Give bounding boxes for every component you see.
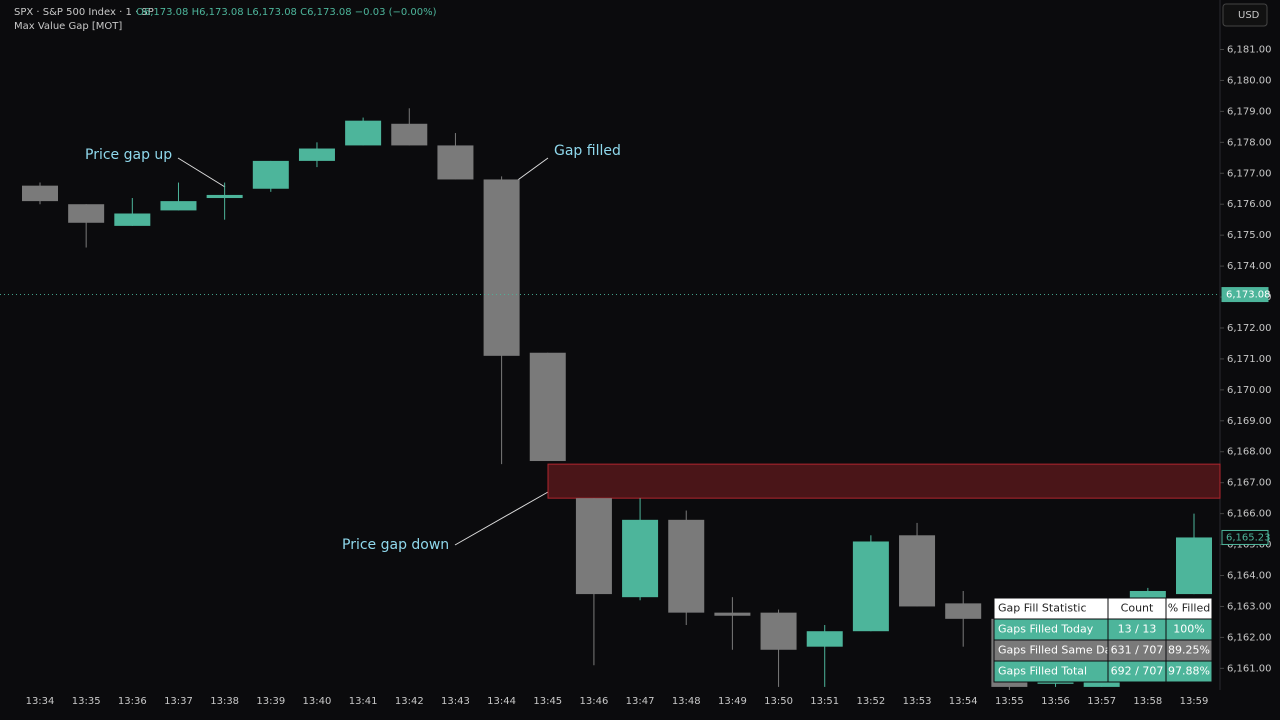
y-tick-label: 6,177.00 [1227,168,1272,179]
x-tick-label: 13:35 [72,696,101,707]
y-tick-label: 6,166.00 [1227,509,1272,520]
x-tick-label: 13:43 [441,696,470,707]
y-tick-label: 6,170.00 [1227,385,1272,396]
candle-body [806,631,843,647]
annotation-arrow [514,157,549,183]
price-label-bg [1221,287,1269,303]
table-text: 631 / 707 [1111,644,1164,657]
candle-body [899,535,936,607]
candle-body [22,185,58,202]
y-tick-label: 6,165.00 [1227,540,1272,551]
price-label: 6,173.08 [1226,290,1271,301]
annotation: Gap filled [554,143,621,159]
annotation-arrow [177,157,226,188]
x-tick-label: 13:40 [303,696,332,707]
y-tick-label: 6,172.00 [1227,323,1272,334]
x-tick-label: 13:42 [395,696,424,707]
x-tick-label: 13:45 [533,696,562,707]
x-tick-label: 13:49 [718,696,747,707]
x-tick-label: 13:41 [349,696,378,707]
x-tick-label: 13:34 [26,696,55,707]
y-tick-label: 6,164.00 [1227,571,1272,582]
table-text: Count [1121,602,1154,615]
candle-body [206,194,243,199]
table-text: 13 / 13 [1118,623,1157,636]
candle-body [345,120,382,146]
table-text: Gaps Filled Same Day [998,644,1118,657]
x-tick-label: 13:58 [1133,696,1162,707]
x-tick-label: 13:54 [949,696,978,707]
x-tick-label: 13:51 [810,696,839,707]
currency: USD [1238,10,1260,21]
x-tick-label: 13:57 [1087,696,1116,707]
x-tick-label: 13:48 [672,696,701,707]
candle-body [483,179,520,356]
x-tick-label: 13:59 [1180,696,1209,707]
x-tick-label: 13:53 [903,696,932,707]
y-tick-label: 6,168.00 [1227,447,1272,458]
table-text: 89.25% [1168,644,1210,657]
candle-body [160,201,197,211]
candle-body [391,123,428,146]
table-text: % Filled [1168,602,1210,615]
table-text: 692 / 707 [1111,665,1164,678]
x-tick-label: 13:47 [626,696,655,707]
x-tick-label: 13:38 [210,696,239,707]
candle-body [252,160,289,189]
quote: O6,173.08 H6,173.08 L6,173.08 C6,173.08 … [136,7,437,18]
y-tick-label: 6,169.00 [1227,416,1272,427]
table-cell [1165,660,1213,683]
x-tick-label: 13:56 [1041,696,1070,707]
y-tick-label: 6,179.00 [1227,106,1272,117]
y-tick-label: 6,162.00 [1227,632,1272,643]
y-tick-label: 6,178.00 [1227,137,1272,148]
stats-table: Gap Fill Statistic Count % Filled Gaps Fill… [993,597,1213,683]
x-tick-label: 13:37 [164,696,193,707]
y-tick-label: 6,175.00 [1227,230,1272,241]
x-tick-label: 13:39 [256,696,285,707]
price-label-bg [1221,529,1269,545]
x-tick-label: 13:36 [118,696,147,707]
y-tick-label: 6,161.00 [1227,663,1272,674]
gap-zone [547,463,1221,499]
x-tick-label: 13:46 [580,696,609,707]
x-tick-label: 13:44 [487,696,516,707]
candle-body [529,352,566,462]
symbol-title: SPX · S&P 500 Index · 1 · SP [14,7,154,18]
table-text: 97.88% [1168,665,1210,678]
candle-body [714,612,751,616]
candle-body [68,204,105,223]
currency-box[interactable] [1222,3,1268,27]
candle-body [1176,537,1212,595]
y-tick-label: 6,180.00 [1227,75,1272,86]
x-tick-label: 13:50 [764,696,793,707]
y-tick-label: 6,174.00 [1227,261,1272,272]
y-tick-label: 6,176.00 [1227,199,1272,210]
x-tick-label: 13:55 [995,696,1024,707]
candle-body [760,612,797,650]
candle-body [668,519,705,613]
candle-body [575,498,612,595]
table-text: Gap Fill Statistic [998,602,1087,615]
candle-body [114,213,151,226]
y-tick-label: 6,167.00 [1227,478,1272,489]
candle-body [852,541,889,632]
annotation: Price gap down [342,537,449,553]
x-tick-label: 13:52 [856,696,885,707]
candle-body [622,519,659,598]
table-text: Gaps Filled Total [998,665,1087,678]
y-tick-label: 6,181.00 [1227,45,1272,56]
candle-body [437,145,474,180]
table-text: Gaps Filled Today [998,623,1094,636]
candle-body [945,603,982,619]
candle-body [298,148,335,161]
indicator-name: Max Value Gap [MOT] [14,21,122,32]
table-text: 100% [1173,623,1204,636]
y-tick-label: 6,171.00 [1227,354,1272,365]
y-tick-label: 6,163.00 [1227,601,1272,612]
annotation-arrow [454,491,549,546]
annotation: Price gap up [85,147,172,163]
price-label: 6,165.23 [1226,532,1271,543]
